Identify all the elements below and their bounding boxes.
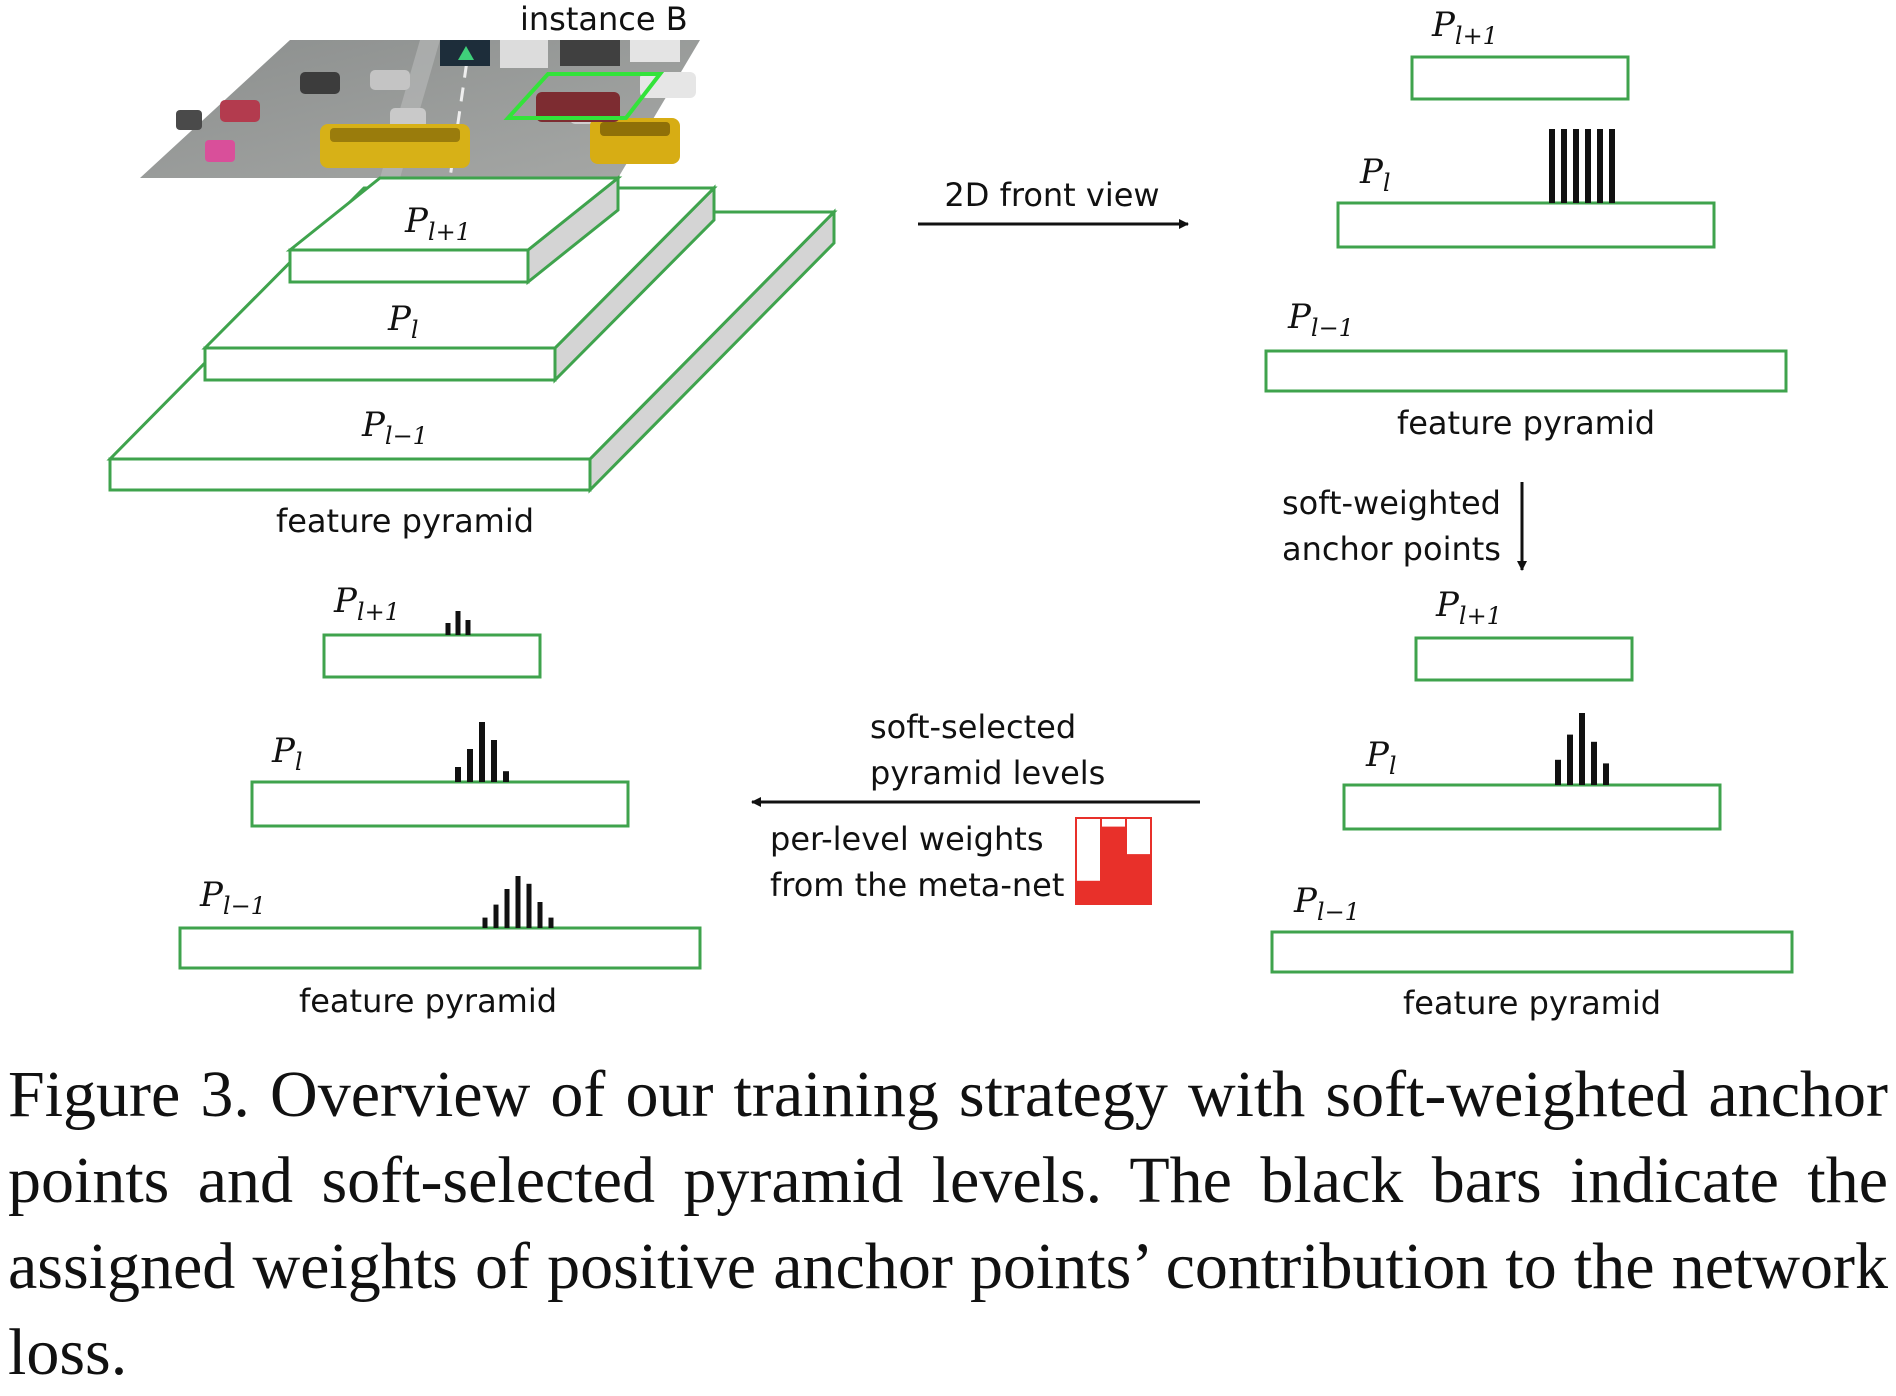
weight-bar (465, 620, 471, 635)
arrow-levels-label-2: pyramid levels (870, 754, 1105, 792)
arrow-front-view: 2D front view (918, 176, 1189, 229)
bars-top-right-middle (1549, 129, 1615, 203)
pyramid-caption-bottom-right: feature pyramid (1403, 984, 1661, 1022)
weight-bar (1609, 129, 1615, 203)
weight-bar (455, 611, 461, 635)
instance-box (503, 72, 665, 120)
weight-bar (515, 876, 521, 928)
br-label-upper: Pl+1 (1435, 585, 1502, 630)
level-label-middle: Pl (387, 299, 419, 344)
tr-label-middle: Pl (1359, 152, 1391, 197)
meta-weight-fill (1101, 826, 1126, 904)
pyramid-front-bottom-right: Pl+1 Pl Pl−1 feature pyramid (1270, 585, 1794, 1022)
meta-weight-fill (1076, 880, 1101, 904)
photo-label: instance B (520, 0, 688, 38)
bl-label-upper: Pl+1 (333, 581, 400, 626)
bars-bottom-left-lower (482, 876, 554, 928)
weight-bar (504, 889, 510, 928)
weight-bar (1555, 759, 1561, 785)
weight-bar (467, 749, 473, 782)
bars-bottom-left-upper (445, 611, 471, 635)
bl-label-middle: Pl (271, 731, 303, 776)
level-label-lower: Pl−1 (361, 405, 428, 450)
tr-label-upper: Pl+1 (1431, 5, 1498, 50)
arrow-pyramid-levels: soft-selected pyramid levels per-level w… (751, 708, 1200, 905)
pyramid-front-top: Pl+1 Pl Pl−1 feature pyramid (1264, 5, 1788, 442)
pyramid-caption-bottom-left: feature pyramid (299, 982, 557, 1020)
meta-label-1: per-level weights (770, 820, 1043, 858)
weight-bar (1579, 713, 1585, 785)
weight-bar (445, 623, 451, 635)
weight-bar (526, 883, 532, 928)
weight-bar (1585, 129, 1591, 203)
br-label-lower: Pl−1 (1293, 881, 1360, 926)
br-label-middle: Pl (1365, 735, 1397, 780)
weight-bar (455, 767, 461, 782)
weight-bar (1591, 741, 1597, 785)
pyramid-caption-top-right: feature pyramid (1397, 404, 1655, 442)
bars-bottom-right-middle (1555, 713, 1609, 785)
pyramid-level-upper (285, 174, 623, 286)
arrow-levels-label-1: soft-selected (870, 708, 1076, 746)
weight-bar (1573, 129, 1579, 203)
weight-bar (503, 771, 509, 782)
weight-bar (482, 917, 488, 928)
training-strategy-figure: instance B Pl+1 Pl Pl−1 feature pyramid … (106, 0, 1794, 1022)
weight-bar (479, 722, 485, 782)
meta-net-weights (1075, 817, 1152, 905)
weight-bar (493, 904, 499, 928)
arrow-front-view-label: 2D front view (944, 176, 1159, 214)
weight-bar (1603, 763, 1609, 785)
tr-label-lower: Pl−1 (1287, 297, 1354, 342)
pyramid-3d: instance B Pl+1 Pl Pl−1 feature pyramid (106, 0, 838, 540)
level-label-upper: Pl+1 (404, 201, 471, 246)
weight-bar (1597, 129, 1603, 203)
figure-caption: Figure 3. Overview of our training strat… (8, 1058, 1888, 1389)
arrow-anchor-label-1: soft-weighted (1282, 484, 1501, 522)
pyramid-front-bottom-left: Pl+1 Pl Pl−1 feature pyramid (178, 581, 702, 1020)
meta-weight-fill (1126, 854, 1151, 904)
weight-bar (1549, 129, 1555, 203)
weight-bar (491, 740, 497, 782)
arrow-anchor-points: soft-weighted anchor points (1282, 482, 1527, 571)
weight-bar (1567, 734, 1573, 785)
meta-label-2: from the meta-net (770, 866, 1064, 904)
weight-bar (1561, 129, 1567, 203)
weight-bar (537, 902, 543, 928)
bars-bottom-left-middle (455, 722, 509, 782)
photo-label-text: instance B (520, 0, 688, 38)
pyramid-caption-3d: feature pyramid (276, 502, 534, 540)
arrow-anchor-label-2: anchor points (1282, 530, 1501, 568)
traffic-photo (140, 39, 700, 179)
bl-label-lower: Pl−1 (199, 875, 266, 920)
weight-bar (548, 917, 554, 928)
